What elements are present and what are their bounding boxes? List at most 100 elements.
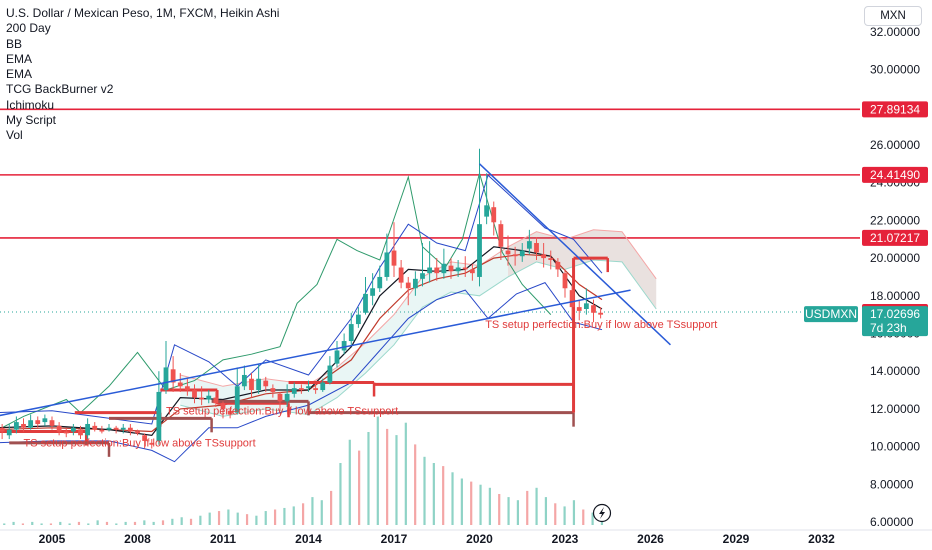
volume-bar bbox=[330, 490, 333, 525]
candle-body bbox=[0, 427, 5, 432]
time-axis: 2005 2008 2011 2014 2017 2020 2023 2026 2029 2032 bbox=[0, 529, 932, 550]
candle-body bbox=[6, 429, 12, 436]
volume-bar bbox=[386, 428, 389, 525]
indicator-bb[interactable]: BB bbox=[6, 36, 23, 51]
volume-bar bbox=[273, 509, 277, 525]
signal-annotation: TS setup perfection:Buy if low above TSs… bbox=[166, 406, 398, 418]
level-price-tag-label: 24.41490 bbox=[870, 168, 920, 182]
level-price-tag-label: 21.07217 bbox=[870, 231, 920, 245]
candle-body bbox=[49, 420, 55, 426]
candle-body bbox=[163, 367, 169, 391]
annotations: TS setup perfection:Buy if low above TSs… bbox=[24, 319, 718, 450]
volume-bar bbox=[208, 512, 211, 525]
candle-body bbox=[384, 252, 390, 277]
volume-bar bbox=[423, 456, 426, 525]
price-tick-label: 30.00000 bbox=[870, 63, 920, 77]
indicator-vol[interactable]: Vol bbox=[6, 128, 23, 143]
candle-body bbox=[427, 267, 433, 274]
volume-bar bbox=[21, 523, 25, 525]
candle-body bbox=[434, 267, 440, 274]
volume-bar bbox=[143, 520, 146, 525]
candle-body bbox=[227, 410, 233, 415]
volume-bar bbox=[488, 487, 491, 525]
candle-body bbox=[206, 395, 212, 400]
candle-body bbox=[505, 250, 511, 255]
candle-body bbox=[569, 290, 575, 308]
candle-body bbox=[234, 386, 240, 413]
lightning-icon[interactable] bbox=[592, 503, 612, 523]
indicator-ema[interactable]: EMA bbox=[6, 51, 33, 66]
candle-body bbox=[120, 427, 126, 430]
candle-body bbox=[420, 273, 425, 279]
ema-red-line bbox=[0, 253, 603, 433]
time-tick-label: 2026 bbox=[637, 532, 664, 546]
candle-body bbox=[284, 393, 290, 402]
currency-button[interactable]: MXN bbox=[864, 6, 922, 26]
volume-bar bbox=[236, 512, 239, 525]
candle-body bbox=[213, 397, 219, 404]
candle-body bbox=[355, 314, 361, 325]
time-tick-label: 2008 bbox=[124, 532, 151, 546]
candle-body bbox=[220, 403, 226, 409]
volume-bar bbox=[470, 481, 473, 525]
candle-body bbox=[313, 388, 319, 391]
chart-legend: U.S. Dollar / Mexican Peso, 1M, FXCM, He… bbox=[6, 6, 279, 144]
price-axis: 6.000008.0000010.0000012.0000014.0000016… bbox=[860, 0, 932, 530]
candle-body bbox=[156, 391, 162, 441]
candle-body bbox=[576, 307, 582, 311]
candle-body bbox=[177, 382, 183, 387]
candle-body bbox=[512, 254, 518, 257]
candle-body bbox=[534, 243, 539, 253]
candle-body bbox=[149, 442, 155, 445]
candle-body bbox=[591, 305, 596, 313]
volume-bar bbox=[49, 523, 53, 525]
volume-bar bbox=[563, 506, 566, 525]
candle-body bbox=[92, 425, 98, 430]
cloud-fill bbox=[180, 229, 657, 417]
indicator-ema-2[interactable]: EMA bbox=[6, 67, 33, 82]
candle-body bbox=[541, 254, 547, 259]
price-tick-label: 22.00000 bbox=[870, 213, 920, 227]
volume-bar bbox=[292, 506, 295, 525]
indicator-200-day[interactable]: 200 Day bbox=[6, 21, 51, 36]
volume-bar bbox=[171, 518, 174, 525]
candle-body bbox=[241, 374, 247, 387]
indicator-tcg-backburner[interactable]: TCG BackBurner v2 bbox=[6, 82, 114, 97]
volume-bar bbox=[12, 521, 15, 525]
candle-body bbox=[377, 276, 383, 289]
time-tick-label: 2032 bbox=[808, 532, 835, 546]
volume-bar bbox=[161, 520, 165, 525]
candle-body bbox=[398, 267, 404, 283]
candle-body bbox=[327, 365, 333, 383]
candle-body bbox=[469, 269, 475, 274]
candle-body bbox=[199, 397, 205, 400]
volume-bar bbox=[572, 500, 576, 525]
volume-bar bbox=[264, 511, 267, 525]
candle-body bbox=[184, 386, 190, 391]
volume-bar bbox=[40, 523, 43, 525]
volume-bar bbox=[59, 521, 62, 525]
candle-body bbox=[70, 427, 76, 432]
candle-body bbox=[56, 425, 62, 432]
level-price-tag bbox=[862, 229, 928, 246]
candlesticks bbox=[0, 148, 604, 449]
candle-body bbox=[498, 224, 504, 247]
candle-body bbox=[85, 423, 91, 436]
volume-bar bbox=[460, 478, 463, 525]
volume-bar bbox=[217, 511, 221, 525]
candle-body bbox=[135, 431, 140, 434]
volume-bar bbox=[124, 521, 127, 525]
cloud-fill-bearish bbox=[508, 229, 657, 309]
level-price-tag bbox=[862, 101, 928, 118]
horizontal-levels bbox=[0, 108, 860, 313]
indicator-ichimoku[interactable]: Ichimoku bbox=[6, 97, 55, 112]
indicator-my-script[interactable]: My Script bbox=[6, 113, 57, 128]
volume-bar bbox=[115, 523, 118, 525]
candle-body bbox=[341, 341, 347, 351]
candle-body bbox=[277, 393, 283, 402]
candle-body bbox=[519, 250, 525, 257]
trendline bbox=[478, 163, 671, 346]
candle-body bbox=[270, 388, 276, 392]
price-tick-label: 14.00000 bbox=[870, 364, 920, 378]
